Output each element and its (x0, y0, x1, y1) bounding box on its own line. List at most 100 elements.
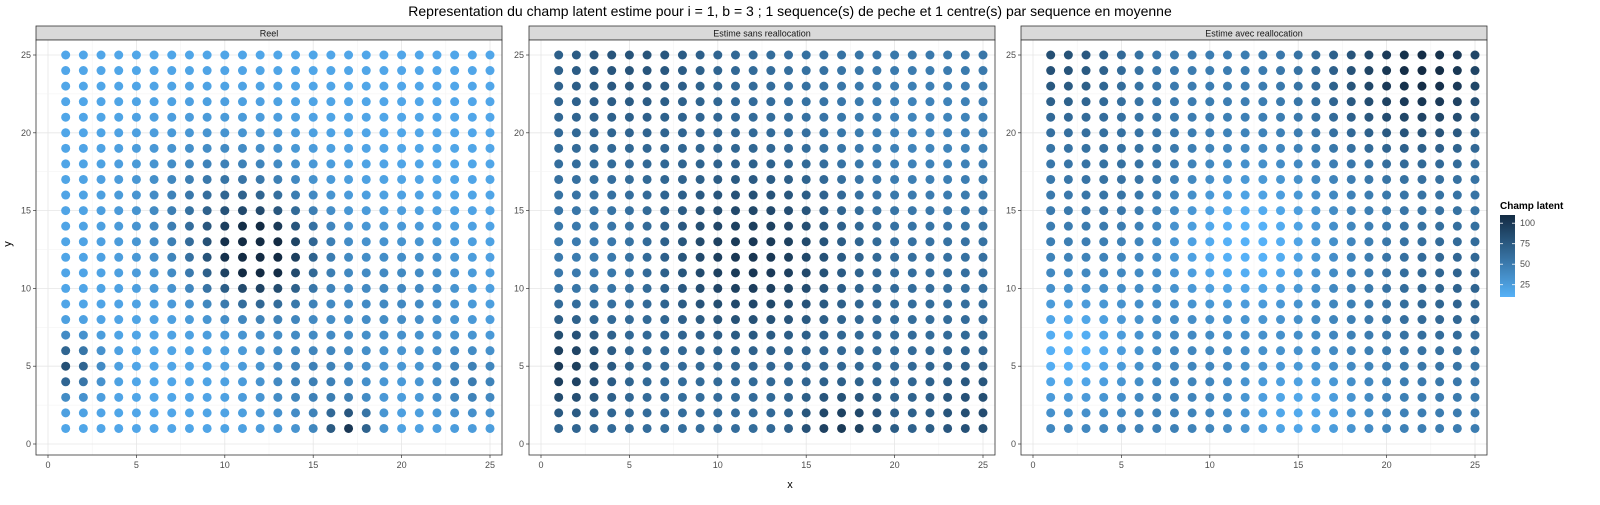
data-point (1382, 423, 1392, 433)
data-point (450, 174, 460, 184)
data-point (1240, 190, 1250, 200)
data-point (273, 66, 283, 76)
data-point (308, 50, 318, 60)
data-point (1311, 221, 1321, 231)
data-point (1099, 50, 1109, 60)
data-point (379, 299, 389, 309)
data-point (1258, 330, 1268, 340)
data-point (872, 408, 882, 418)
data-point (131, 221, 141, 231)
data-point (1435, 143, 1445, 153)
data-point (1399, 112, 1409, 122)
data-point (1187, 377, 1197, 387)
data-point (1329, 66, 1339, 76)
data-point (978, 268, 988, 278)
legend-title: Champ latent (1500, 201, 1564, 212)
data-point (273, 190, 283, 200)
data-point (925, 268, 935, 278)
data-point (978, 190, 988, 200)
data-point (1116, 174, 1126, 184)
data-point (184, 392, 194, 402)
data-point (624, 159, 634, 169)
x-tick-label: 10 (220, 460, 230, 470)
data-point (978, 408, 988, 418)
data-point (907, 143, 917, 153)
data-point (326, 299, 336, 309)
data-point (1417, 299, 1427, 309)
data-point (837, 97, 847, 107)
data-point (291, 330, 301, 340)
data-point (237, 361, 247, 371)
data-point (344, 174, 354, 184)
data-point (1452, 81, 1462, 91)
data-point (907, 50, 917, 60)
data-point (801, 50, 811, 60)
data-point (607, 408, 617, 418)
data-point (1329, 50, 1339, 60)
data-point (907, 330, 917, 340)
data-point (379, 237, 389, 247)
data-point (237, 330, 247, 340)
data-point (1452, 190, 1462, 200)
data-point (607, 221, 617, 231)
data-point (255, 112, 265, 122)
data-point (943, 221, 953, 231)
data-point (1258, 423, 1268, 433)
data-point (344, 112, 354, 122)
data-point (202, 315, 212, 325)
data-point (642, 81, 652, 91)
data-point (801, 128, 811, 138)
data-point (167, 112, 177, 122)
data-point (450, 330, 460, 340)
data-point (589, 299, 599, 309)
data-point (1046, 143, 1056, 153)
data-point (149, 174, 159, 184)
data-point (1258, 237, 1268, 247)
data-point (220, 81, 230, 91)
data-point (1169, 252, 1179, 262)
data-point (677, 97, 687, 107)
data-point (960, 283, 970, 293)
data-point (167, 159, 177, 169)
data-point (326, 283, 336, 293)
data-point (1187, 190, 1197, 200)
data-point (1240, 237, 1250, 247)
data-point (397, 159, 407, 169)
data-point (872, 346, 882, 356)
data-point (1329, 346, 1339, 356)
data-point (960, 206, 970, 216)
data-point (784, 97, 794, 107)
data-point (220, 50, 230, 60)
data-point (1452, 128, 1462, 138)
data-point (607, 112, 617, 122)
data-point (571, 221, 581, 231)
data-point (114, 377, 124, 387)
data-point (1046, 361, 1056, 371)
data-point (1435, 315, 1445, 325)
data-point (1293, 190, 1303, 200)
data-point (1099, 283, 1109, 293)
data-point (1293, 268, 1303, 278)
data-point (1205, 361, 1215, 371)
data-point (361, 190, 371, 200)
data-point (571, 377, 581, 387)
data-point (1293, 283, 1303, 293)
data-point (660, 361, 670, 371)
data-point (131, 330, 141, 340)
data-point (1346, 377, 1356, 387)
data-point (1382, 392, 1392, 402)
data-point (766, 330, 776, 340)
data-point (1205, 252, 1215, 262)
data-point (220, 143, 230, 153)
data-point (361, 97, 371, 107)
data-point (78, 361, 88, 371)
data-point (890, 206, 900, 216)
data-point (432, 268, 442, 278)
data-point (1293, 81, 1303, 91)
data-point (1116, 268, 1126, 278)
data-point (467, 423, 477, 433)
data-point (872, 299, 882, 309)
data-point (1116, 252, 1126, 262)
data-point (766, 392, 776, 402)
data-point (291, 159, 301, 169)
